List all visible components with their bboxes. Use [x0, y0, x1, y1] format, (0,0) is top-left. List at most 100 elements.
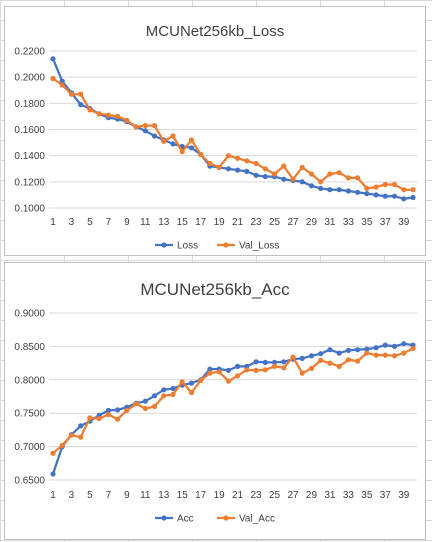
loss-point-loss [355, 189, 361, 195]
loss-point-val-loss [50, 75, 56, 82]
acc-x-tick-label: 31 [324, 490, 336, 501]
acc-point-acc [318, 351, 324, 357]
loss-point-loss [336, 187, 342, 193]
acc-legend-entry-acc[interactable]: Acc [155, 514, 194, 525]
loss-y-tick-label: 0.1800 [14, 99, 45, 110]
acc-point-acc [105, 407, 111, 414]
acc-point-val-acc [188, 389, 195, 396]
loss-chart-svg: MCUNet256kb_Loss 0.1000 0.1200 0.1400 0.1600… [14, 23, 417, 252]
acc-point-acc [170, 385, 176, 392]
acc-chart[interactable]: MCUNet256kb_Acc 0.6500 0.7000 0.7500 0.8000 0… [4, 262, 426, 540]
loss-point-loss [364, 191, 370, 197]
loss-point-val-loss [68, 91, 75, 97]
acc-point-acc [355, 347, 361, 353]
acc-point-val-acc [281, 365, 287, 371]
acc-point-val-acc [373, 352, 379, 358]
loss-legend-label: Loss [177, 241, 198, 252]
acc-point-val-acc [96, 415, 102, 422]
loss-point-val-loss [207, 160, 213, 167]
loss-legend-entry-loss[interactable]: Loss [155, 241, 198, 252]
acc-point-acc [281, 359, 287, 365]
loss-point-loss [391, 193, 398, 199]
loss-x-tick-label: 31 [324, 217, 336, 228]
loss-legend-entry-val-loss[interactable]: Val_Loss [217, 241, 279, 252]
acc-point-acc [271, 359, 278, 365]
loss-point-val-loss [327, 171, 333, 177]
acc-point-acc [391, 343, 398, 349]
loss-point-val-loss [336, 170, 342, 176]
acc-point-val-acc [225, 378, 231, 384]
acc-point-val-acc [198, 377, 204, 384]
acc-point-val-acc [410, 345, 416, 351]
acc-x-tick-label: 1 [50, 490, 56, 501]
loss-x-tick-label: 21 [232, 217, 244, 228]
acc-x-tick-label: 23 [251, 490, 263, 501]
acc-legend-entry-val-acc[interactable]: Val_Acc [217, 514, 275, 525]
acc-point-acc [373, 345, 379, 351]
acc-point-val-acc [124, 407, 130, 414]
acc-point-val-acc [68, 432, 75, 438]
loss-point-loss [78, 102, 84, 108]
loss-point-val-loss [290, 176, 296, 182]
loss-x-tick-label: 37 [380, 217, 392, 228]
loss-x-tick-label: 39 [398, 217, 410, 228]
loss-point-loss [225, 166, 231, 172]
acc-point-val-acc [401, 350, 407, 356]
acc-x-tick-label: 19 [214, 490, 226, 501]
acc-point-val-acc [105, 411, 111, 418]
loss-point-val-loss [105, 112, 111, 118]
acc-point-acc [142, 398, 148, 404]
loss-point-val-loss [87, 107, 93, 113]
acc-series-line-val-acc [52, 347, 414, 455]
acc-legend-label: Acc [177, 514, 194, 525]
loss-x-tick-label: 9 [124, 217, 130, 228]
acc-y-tick-label: 0.9000 [14, 309, 45, 320]
loss-point-val-loss [161, 138, 167, 144]
loss-point-loss [142, 128, 148, 134]
acc-point-val-acc [262, 367, 268, 373]
acc-point-val-acc [50, 450, 56, 456]
loss-point-val-loss [235, 155, 241, 161]
loss-point-loss [345, 188, 351, 194]
loss-point-loss [170, 141, 176, 147]
loss-x-tick-label: 15 [177, 217, 189, 228]
acc-point-val-acc [244, 367, 250, 373]
loss-point-loss [308, 183, 315, 189]
acc-y-tick-label: 0.6500 [14, 476, 45, 487]
acc-point-val-acc [253, 367, 259, 373]
acc-legend-label: Val_Acc [239, 514, 275, 525]
loss-point-loss [235, 167, 241, 173]
acc-series-line-acc [51, 342, 414, 475]
acc-point-acc [364, 346, 370, 352]
acc-x-tick-label: 27 [287, 490, 299, 501]
loss-y-tick-label: 0.2200 [14, 47, 45, 58]
loss-point-val-loss [345, 175, 351, 181]
loss-chart[interactable]: MCUNet256kb_Loss 0.1000 0.1200 0.1400 0.1600… [4, 6, 426, 256]
loss-chart-title: MCUNet256kb_Loss [146, 23, 284, 40]
acc-point-val-acc [327, 360, 333, 366]
loss-point-loss [188, 145, 195, 151]
acc-point-acc [345, 347, 351, 353]
loss-point-val-loss [253, 160, 259, 167]
acc-point-acc [336, 350, 342, 356]
loss-point-loss [244, 168, 250, 174]
loss-point-val-loss [179, 149, 185, 155]
loss-x-tick-label: 23 [251, 217, 263, 228]
loss-y-tick-label: 0.2000 [14, 73, 45, 84]
loss-point-val-loss [308, 171, 315, 177]
acc-point-acc [401, 341, 407, 347]
acc-x-tick-label: 35 [361, 490, 373, 501]
acc-y-tick-label: 0.7000 [14, 442, 45, 453]
acc-x-tick-label: 7 [106, 490, 112, 501]
loss-point-loss [318, 185, 324, 191]
loss-point-val-loss [410, 187, 416, 193]
loss-point-val-loss [216, 164, 222, 170]
acc-point-val-acc [161, 393, 167, 399]
acc-chart-svg: MCUNet256kb_Acc 0.6500 0.7000 0.7500 0.8000 0… [14, 280, 417, 525]
acc-point-val-acc [299, 370, 305, 376]
acc-x-tick-label: 5 [87, 490, 93, 501]
acc-point-acc [225, 367, 231, 373]
acc-point-acc [207, 366, 213, 372]
acc-point-val-acc [133, 401, 139, 407]
